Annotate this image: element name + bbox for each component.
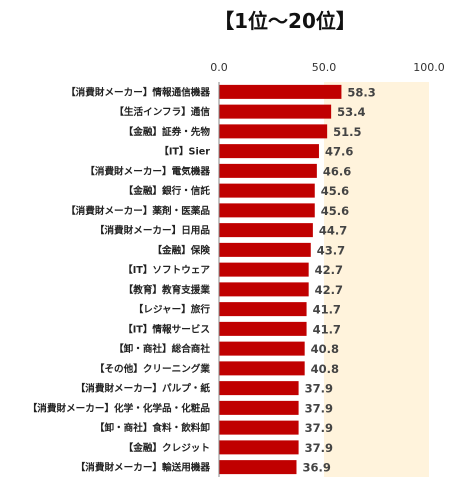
data-label: 40.8 [311, 342, 339, 356]
category-label: 【卸・商社】総合商社 [114, 343, 210, 355]
data-label: 45.6 [321, 204, 349, 218]
upper-range-band [324, 82, 429, 477]
bar [219, 203, 315, 218]
bar [219, 361, 305, 376]
bar [219, 381, 299, 396]
bar [219, 223, 313, 238]
chart-title: 【1位〜20位】 [214, 9, 356, 33]
bar [219, 124, 328, 139]
category-label: 【教育】教育支援業 [124, 284, 211, 296]
bar [219, 183, 315, 198]
bar [219, 84, 342, 99]
category-label: 【消費財メーカー】電気機器 [85, 165, 210, 177]
data-label: 37.9 [305, 401, 333, 415]
category-label: 【消費財メーカー】パルプ・紙 [76, 383, 211, 395]
data-label: 42.7 [315, 263, 343, 277]
data-label: 47.6 [325, 145, 353, 159]
bar [219, 420, 299, 435]
data-label: 37.9 [305, 441, 333, 455]
category-label: 【生活インフラ】通信 [114, 106, 210, 118]
bar [219, 262, 309, 277]
category-label: 【消費財メーカー】薬剤・医薬品 [66, 205, 210, 217]
category-label: 【金融】銀行・信託 [124, 185, 211, 197]
category-label: 【消費財メーカー】情報通信機器 [66, 86, 210, 98]
bar [219, 460, 297, 475]
bars [219, 84, 342, 475]
bar [219, 400, 299, 415]
data-label: 44.7 [319, 224, 347, 238]
category-label: 【金融】保険 [152, 244, 210, 256]
data-label: 43.7 [317, 243, 345, 257]
category-label: 【金融】証券・先物 [124, 126, 211, 138]
x-tick-label: 0.0 [210, 61, 228, 74]
category-label: 【消費財メーカー】日用品 [95, 225, 211, 237]
bar [219, 104, 332, 119]
category-label: 【IT】情報サービス [123, 323, 210, 335]
bar [219, 163, 317, 178]
bar [219, 282, 309, 297]
category-labels: 【消費財メーカー】情報通信機器【生活インフラ】通信【金融】証券・先物【IT】Si… [28, 86, 211, 473]
bar [219, 321, 307, 336]
category-label: 【消費財メーカー】化学・化学品・化粧品 [28, 402, 211, 414]
x-tick-label: 50.0 [312, 61, 337, 74]
data-label: 36.9 [302, 461, 330, 475]
category-label: 【IT】ソフトウェア [123, 264, 210, 276]
x-axis-ticks: 0.0 50.0 100.0 [210, 61, 445, 74]
bar [219, 302, 307, 317]
category-label: 【卸・商社】食料・飲料卸 [95, 422, 211, 434]
category-label: 【その他】クリーニング業 [95, 363, 211, 375]
data-label: 37.9 [305, 421, 333, 435]
value-labels: 58.3 53.4 51.5 47.6 46.6 45.6 45.6 44.7 43.7 42.7… [302, 85, 375, 474]
data-label: 46.6 [323, 164, 351, 178]
data-label: 58.3 [347, 85, 375, 99]
data-label: 53.4 [337, 105, 365, 119]
data-label: 42.7 [315, 283, 343, 297]
bar [219, 440, 299, 455]
bar [219, 242, 311, 257]
category-label: 【消費財メーカー】輸送用機器 [76, 462, 211, 474]
category-label: 【金融】クレジット [124, 442, 210, 454]
bar [219, 341, 305, 356]
data-label: 45.6 [321, 184, 349, 198]
category-label: 【レジャー】旅行 [134, 304, 211, 316]
x-tick-label: 100.0 [413, 61, 445, 74]
data-label: 40.8 [311, 362, 339, 376]
category-label: 【IT】Sier [159, 146, 210, 158]
data-label: 37.9 [305, 382, 333, 396]
data-label: 41.7 [313, 303, 341, 317]
data-label: 51.5 [333, 125, 361, 139]
bar [219, 144, 319, 159]
data-label: 41.7 [313, 322, 341, 336]
